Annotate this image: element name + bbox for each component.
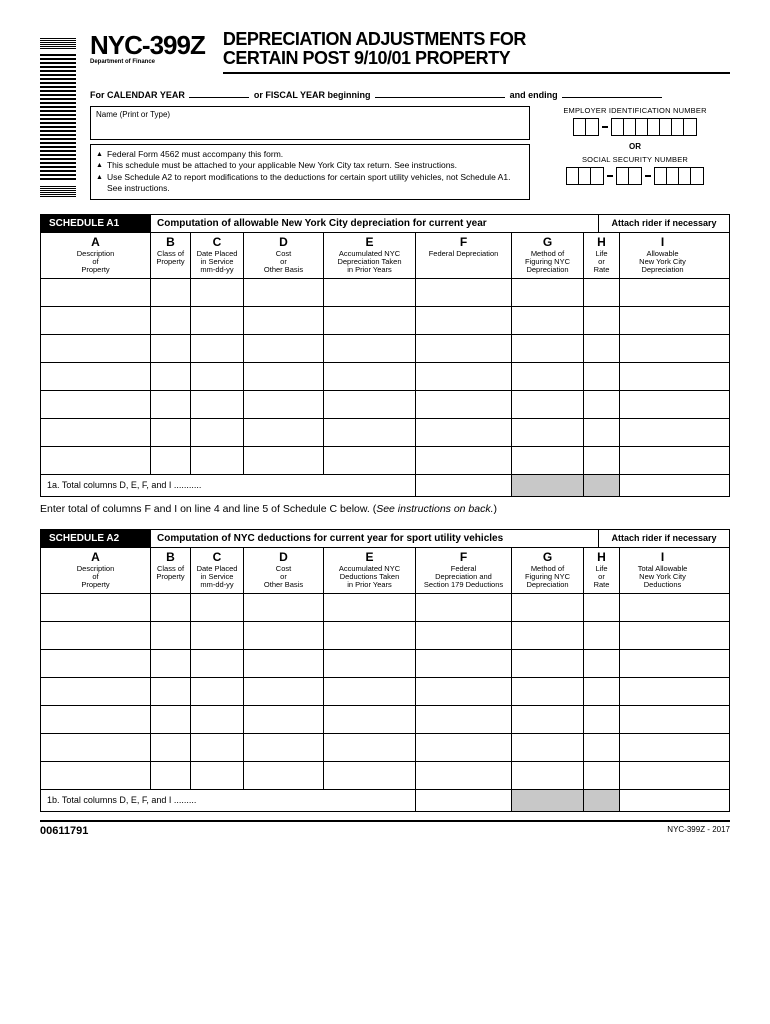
col-head-e: EAccumulated NYCDeductions Takenin Prior… bbox=[324, 548, 416, 593]
col-head-d: DCostorOther Basis bbox=[244, 548, 324, 593]
col-head-g: GMethod ofFiguring NYCDepreciation bbox=[512, 548, 584, 593]
col-head-e: EAccumulated NYCDepreciation Takenin Pri… bbox=[324, 233, 416, 278]
col-head-b: BClass ofProperty bbox=[151, 233, 191, 278]
form-number: -399Z bbox=[142, 30, 205, 60]
form-logo: NYC-399Z Department of Finance bbox=[90, 30, 205, 65]
ssn-input[interactable] bbox=[540, 167, 730, 185]
total-cell[interactable] bbox=[512, 790, 584, 811]
total-cell[interactable] bbox=[620, 790, 705, 811]
logo-nyc: NYC bbox=[90, 30, 142, 60]
table-row[interactable] bbox=[40, 650, 730, 678]
col-head-d: DCostorOther Basis bbox=[244, 233, 324, 278]
fiscal-end-blank[interactable] bbox=[562, 97, 662, 98]
calendar-year-blank[interactable] bbox=[189, 97, 249, 98]
ein-input[interactable] bbox=[540, 118, 730, 136]
table-row[interactable] bbox=[40, 447, 730, 475]
rider-label: Attach rider if necessary bbox=[599, 530, 729, 547]
table-row[interactable] bbox=[40, 391, 730, 419]
form-title-2: CERTAIN POST 9/10/01 PROPERTY bbox=[223, 49, 730, 68]
enter-total-note: Enter total of columns F and I on line 4… bbox=[40, 503, 730, 515]
dept-label: Department of Finance bbox=[90, 59, 205, 65]
table-row[interactable] bbox=[40, 307, 730, 335]
table-row[interactable] bbox=[40, 335, 730, 363]
col-head-h: HLifeorRate bbox=[584, 548, 620, 593]
total-cell[interactable] bbox=[584, 475, 620, 496]
schedule-title: Computation of allowable New York City d… bbox=[151, 215, 599, 232]
footer-form-id: NYC-399Z - 2017 bbox=[667, 825, 730, 837]
total-label: 1a. Total columns D, E, F, and I .......… bbox=[41, 475, 416, 496]
footer-code: 00611791 bbox=[40, 825, 88, 837]
table-row[interactable] bbox=[40, 706, 730, 734]
table-row[interactable] bbox=[40, 762, 730, 790]
name-field[interactable]: Name (Print or Type) bbox=[90, 106, 530, 140]
rider-label: Attach rider if necessary bbox=[599, 215, 729, 232]
total-cell[interactable] bbox=[512, 475, 584, 496]
table-row[interactable] bbox=[40, 594, 730, 622]
name-label: Name (Print or Type) bbox=[96, 110, 170, 119]
table-row[interactable] bbox=[40, 678, 730, 706]
table-row[interactable] bbox=[40, 279, 730, 307]
ein-label: EMPLOYER IDENTIFICATION NUMBER bbox=[540, 106, 730, 115]
schedule-tag: SCHEDULE A1 bbox=[41, 215, 151, 232]
table-row[interactable] bbox=[40, 622, 730, 650]
table-row[interactable] bbox=[40, 363, 730, 391]
or-label: OR bbox=[540, 142, 730, 151]
form-title-1: DEPRECIATION ADJUSTMENTS FOR bbox=[223, 30, 730, 49]
total-cell[interactable] bbox=[416, 475, 512, 496]
col-head-i: IAllowableNew York CityDepreciation bbox=[620, 233, 705, 278]
schedule-a2: SCHEDULE A2Computation of NYC deductions… bbox=[40, 529, 730, 812]
col-head-a: ADescriptionofProperty bbox=[41, 548, 151, 593]
schedule-a1: SCHEDULE A1Computation of allowable New … bbox=[40, 214, 730, 497]
fiscal-begin-blank[interactable] bbox=[375, 97, 505, 98]
schedule-title: Computation of NYC deductions for curren… bbox=[151, 530, 599, 547]
col-head-b: BClass ofProperty bbox=[151, 548, 191, 593]
col-head-c: CDate Placedin Servicemm-dd-yy bbox=[191, 548, 244, 593]
col-head-h: HLifeorRate bbox=[584, 233, 620, 278]
col-head-a: ADescriptionofProperty bbox=[41, 233, 151, 278]
total-label: 1b. Total columns D, E, F, and I .......… bbox=[41, 790, 416, 811]
total-cell[interactable] bbox=[416, 790, 512, 811]
total-cell[interactable] bbox=[584, 790, 620, 811]
total-cell[interactable] bbox=[620, 475, 705, 496]
table-row[interactable] bbox=[40, 419, 730, 447]
year-line: For CALENDAR YEAR or FISCAL YEAR beginni… bbox=[90, 90, 730, 100]
col-head-f: FFederalDepreciation andSection 179 Dedu… bbox=[416, 548, 512, 593]
instruction-box: ▲Federal Form 4562 must accompany this f… bbox=[90, 144, 530, 200]
col-head-g: GMethod ofFiguring NYCDepreciation bbox=[512, 233, 584, 278]
barcode-region bbox=[40, 30, 90, 198]
col-head-c: CDate Placedin Servicemm-dd-yy bbox=[191, 233, 244, 278]
col-head-i: ITotal AllowableNew York CityDeductions bbox=[620, 548, 705, 593]
ssn-label: SOCIAL SECURITY NUMBER bbox=[540, 155, 730, 164]
col-head-f: FFederal Depreciation bbox=[416, 233, 512, 278]
schedule-tag: SCHEDULE A2 bbox=[41, 530, 151, 547]
table-row[interactable] bbox=[40, 734, 730, 762]
